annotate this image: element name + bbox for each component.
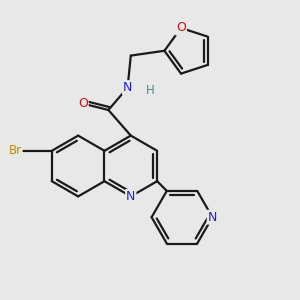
Text: N: N	[123, 81, 132, 94]
Text: Br: Br	[8, 144, 22, 157]
Text: O: O	[176, 22, 186, 34]
Text: N: N	[208, 211, 217, 224]
Text: N: N	[126, 190, 136, 203]
Text: O: O	[78, 97, 88, 110]
Text: H: H	[146, 84, 154, 97]
